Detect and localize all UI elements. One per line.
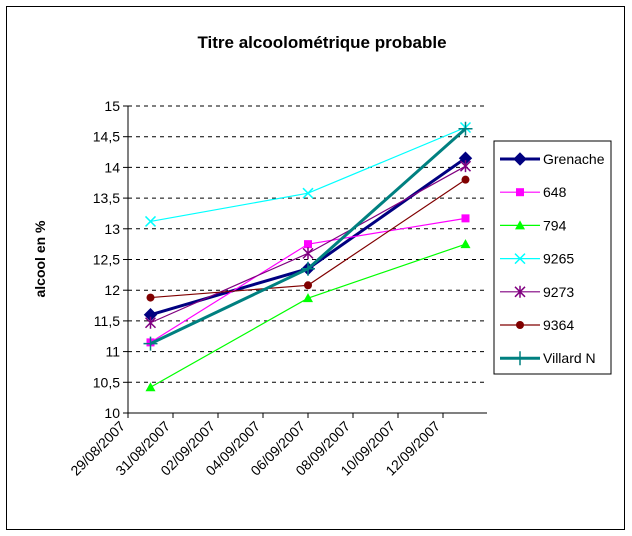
legend-label: 9364 — [543, 317, 574, 333]
x-axis-ticks: 29/08/200731/08/200702/09/200704/09/2007… — [67, 413, 444, 479]
legend-item: 9364 — [500, 317, 574, 333]
data-point — [144, 215, 157, 227]
y-tick-label: 11 — [105, 344, 120, 360]
data-point — [515, 220, 525, 230]
data-point — [304, 240, 312, 249]
data-point — [304, 281, 312, 290]
legend-item: 648 — [500, 184, 567, 200]
data-point — [461, 214, 470, 223]
data-point — [516, 188, 524, 197]
data-point — [461, 175, 470, 184]
data-point — [301, 261, 315, 276]
data-point — [513, 351, 527, 366]
data-point — [460, 239, 471, 249]
legend-label: 9273 — [543, 284, 574, 300]
y-tick-label: 12 — [104, 282, 120, 298]
y-tick-label: 14,5 — [93, 129, 120, 145]
y-tick-label: 12,5 — [93, 252, 120, 268]
legend-label: Grenache — [543, 151, 605, 167]
legend-label: 648 — [543, 184, 567, 200]
data-point — [513, 152, 527, 166]
legend-label: 794 — [543, 217, 567, 233]
data-point — [516, 321, 524, 329]
gridlines — [128, 105, 487, 383]
y-tick-label: 11,5 — [94, 313, 120, 329]
data-point — [143, 336, 158, 351]
y-axis-label: alcool en % — [32, 220, 48, 298]
series-9273 — [144, 160, 472, 329]
data-point — [303, 293, 313, 303]
data-point — [302, 187, 314, 199]
series-9265 — [144, 121, 472, 227]
series-line — [150, 126, 466, 223]
data-point — [514, 285, 526, 298]
series-line — [149, 127, 467, 345]
y-tick-label: 10 — [104, 405, 120, 421]
legend-label: 9265 — [543, 251, 574, 267]
series-line — [150, 156, 467, 317]
legend-label: Villard N — [543, 350, 596, 366]
legend: Grenache 648 794 9265 9273 9364 Villard N — [493, 140, 612, 375]
data-point — [302, 247, 314, 260]
legend-box — [493, 140, 612, 375]
data-point — [514, 253, 526, 265]
data-point — [458, 121, 473, 136]
data-point — [459, 160, 472, 173]
series-villard-n — [143, 121, 473, 351]
y-axis-ticks: 10 10,5 11 11,5 12 12,5 13 13,5 14 14,5 15 — [93, 98, 128, 421]
legend-item: Villard N — [500, 350, 596, 366]
y-tick-label: 13 — [104, 221, 120, 237]
series-794 — [145, 239, 471, 392]
legend-item: 9265 — [500, 251, 574, 267]
data-point — [144, 316, 157, 329]
series-648 — [146, 214, 470, 347]
data-point — [146, 293, 155, 302]
y-tick-label: 13,5 — [93, 190, 120, 206]
series-9364 — [146, 175, 470, 302]
legend-item: 9273 — [500, 284, 574, 300]
legend-item: 794 — [500, 217, 567, 233]
y-tick-label: 10,5 — [93, 374, 120, 390]
series-line — [150, 217, 466, 343]
data-point — [145, 382, 156, 392]
series-group — [143, 121, 473, 392]
series-line — [150, 179, 466, 299]
y-tick-label: 14 — [104, 159, 120, 175]
y-tick-label: 15 — [104, 98, 120, 114]
legend-item: Grenache — [500, 151, 605, 167]
chart-title: Titre alcoolométrique probable — [197, 33, 446, 52]
